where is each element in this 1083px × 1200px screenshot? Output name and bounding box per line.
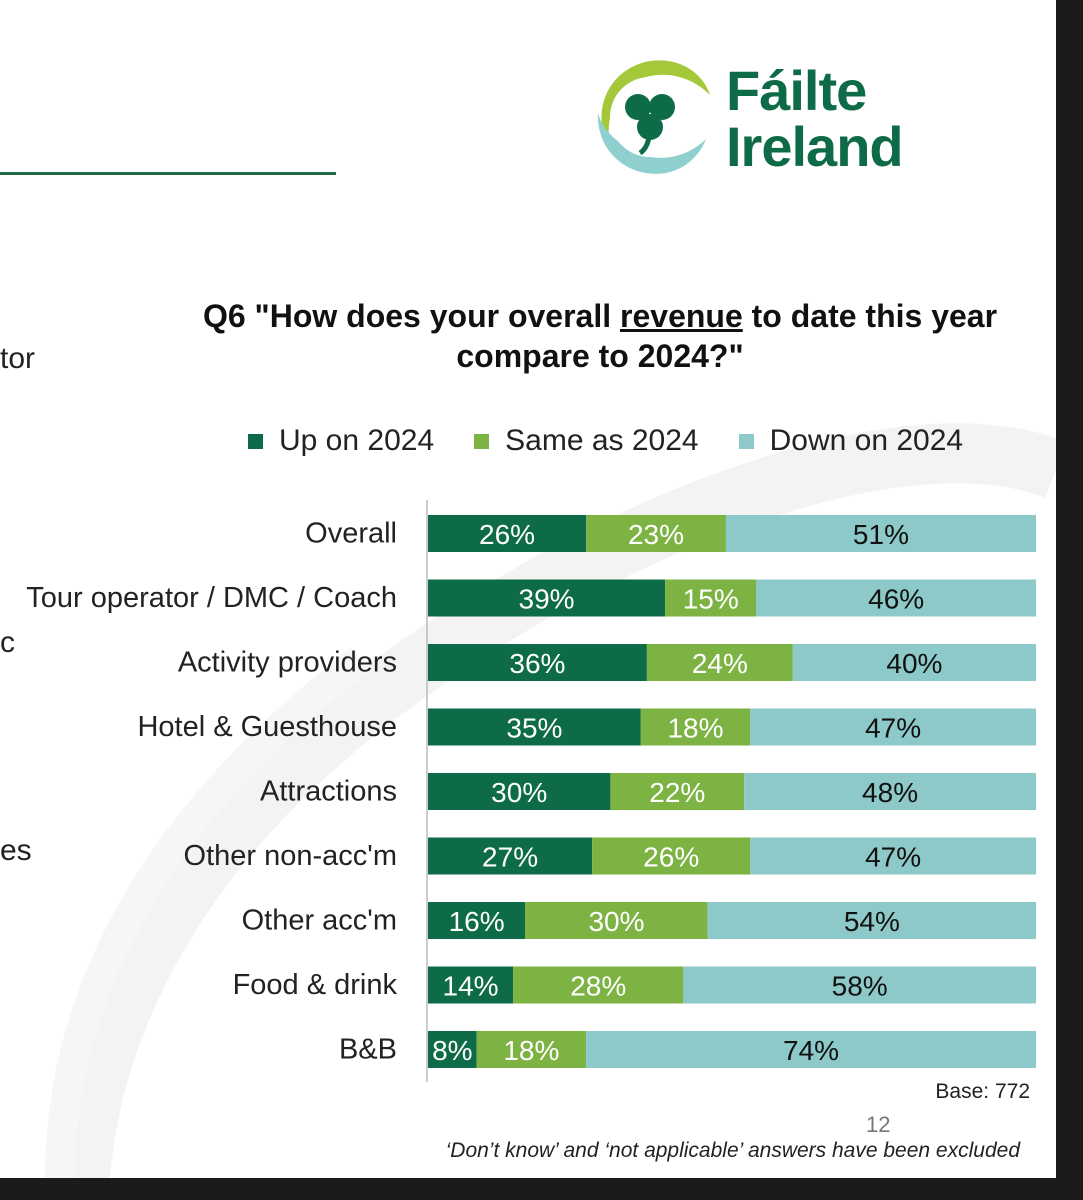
- bar-segment-same: [586, 515, 726, 552]
- data-label: 14%: [443, 971, 499, 1002]
- bar-segment-same: [610, 773, 745, 810]
- bar-segment-down: [707, 902, 1036, 939]
- data-label: 35%: [506, 713, 562, 744]
- bar-segment-down: [750, 837, 1036, 875]
- chart-title-post: to date this year compare to 2024?": [456, 298, 998, 374]
- bar-segment-down: [792, 644, 1036, 681]
- data-label: 51%: [853, 519, 909, 550]
- legend-swatch-same: [474, 433, 490, 449]
- bar-segment-down: [683, 966, 1036, 1004]
- shamrock-icon: [597, 60, 710, 174]
- legend-item-down: Down on 2024: [738, 424, 964, 458]
- data-label: 16%: [449, 906, 505, 937]
- data-label: 26%: [479, 519, 535, 550]
- failte-ireland-logo: Fáilte Ireland: [588, 55, 928, 180]
- bar-segment-down: [756, 579, 1036, 617]
- data-label: 48%: [862, 777, 918, 808]
- data-label: 23%: [628, 519, 684, 550]
- category-label: Tour operator / DMC / Coach: [26, 582, 397, 614]
- background-arc: [50, 423, 1056, 1178]
- bar-segment-up: [428, 966, 514, 1004]
- chart-title-emphasis: revenue: [620, 298, 743, 334]
- data-label: 47%: [865, 713, 921, 744]
- legend-item-up: Up on 2024: [248, 424, 434, 458]
- data-label: 24%: [692, 648, 748, 679]
- data-label: 28%: [570, 971, 626, 1002]
- bar-segment-same: [513, 966, 684, 1004]
- legend-label-down: Down on 2024: [769, 424, 964, 457]
- bar-segment-up: [428, 1031, 477, 1068]
- data-label: 15%: [683, 584, 739, 615]
- edge-text-1: tor: [0, 342, 36, 375]
- bar-segment-down: [725, 515, 1036, 552]
- bar-segment-up: [428, 773, 611, 810]
- data-label: 18%: [503, 1035, 559, 1066]
- bar-segment-up: [428, 644, 647, 681]
- bar-segment-same: [525, 902, 708, 939]
- data-label: 47%: [865, 842, 921, 873]
- slide: tor c es Fáilte Ireland Q6 "How does you…: [0, 0, 1056, 1178]
- category-label: B&B: [339, 1034, 397, 1066]
- bar-segment-same: [640, 708, 751, 746]
- bar-segment-down: [744, 773, 1036, 810]
- bar-segment-up: [428, 579, 666, 617]
- chart-title: Q6 "How does your overall revenue to dat…: [150, 296, 1050, 376]
- category-label: Other acc'm: [242, 905, 397, 937]
- legend-swatch-up: [248, 433, 263, 449]
- bar-segment-same: [476, 1031, 587, 1068]
- data-label: 8%: [432, 1035, 472, 1066]
- category-label: Food & drink: [233, 969, 398, 1001]
- bar-segment-same: [646, 644, 793, 681]
- data-label: 30%: [588, 906, 644, 937]
- category-label: Hotel & Guesthouse: [137, 711, 397, 743]
- chart-title-pre: Q6 "How does your overall: [202, 298, 621, 334]
- data-label: 58%: [832, 971, 888, 1002]
- data-label: 46%: [868, 584, 924, 615]
- bar-segment-same: [665, 579, 757, 617]
- bar-segment-down: [586, 1031, 1036, 1068]
- edge-text-3: es: [0, 834, 32, 867]
- category-label: Activity providers: [178, 647, 397, 679]
- data-label: 18%: [667, 713, 723, 744]
- data-label: 30%: [491, 777, 547, 808]
- bar-segment-up: [428, 708, 641, 746]
- legend-swatch-down: [738, 433, 754, 449]
- legend-label-same: Same as 2024: [505, 424, 699, 457]
- data-label: 26%: [643, 842, 699, 873]
- legend-label-up: Up on 2024: [279, 424, 435, 457]
- data-label: 27%: [482, 842, 538, 873]
- bar-segment-up: [428, 515, 587, 552]
- legend-item-same: Same as 2024: [474, 424, 699, 458]
- category-label: Attractions: [260, 776, 397, 808]
- data-label: 39%: [519, 584, 575, 615]
- chart-legend: Up on 2024 Same as 2024 Down on 2024: [248, 423, 1003, 459]
- edge-text-2: c: [0, 626, 15, 659]
- footnote: ‘Don’t know’ and ‘not applicable’ answer…: [445, 1139, 1020, 1162]
- logo-word-1: Fáilte: [726, 59, 867, 122]
- data-label: 54%: [844, 906, 900, 937]
- bar-segment-up: [428, 837, 593, 875]
- bar-segment-same: [592, 837, 751, 875]
- data-label: 22%: [649, 777, 705, 808]
- data-label: 36%: [509, 648, 565, 679]
- decorative-line: [0, 172, 336, 175]
- bar-segment-down: [750, 708, 1036, 746]
- base-note: Base: 772: [935, 1080, 1030, 1103]
- category-label: Other non-acc'm: [184, 840, 397, 872]
- bar-segment-up: [428, 902, 526, 939]
- data-label: 40%: [886, 648, 942, 679]
- data-label: 74%: [783, 1035, 839, 1066]
- page-number: 12: [866, 1112, 891, 1137]
- stacked-bar-chart: Overall 26% 23% 51% Tour operator / DMC / Co…: [26, 500, 1036, 1082]
- logo-word-2: Ireland: [726, 115, 904, 178]
- category-label: Overall: [305, 518, 397, 550]
